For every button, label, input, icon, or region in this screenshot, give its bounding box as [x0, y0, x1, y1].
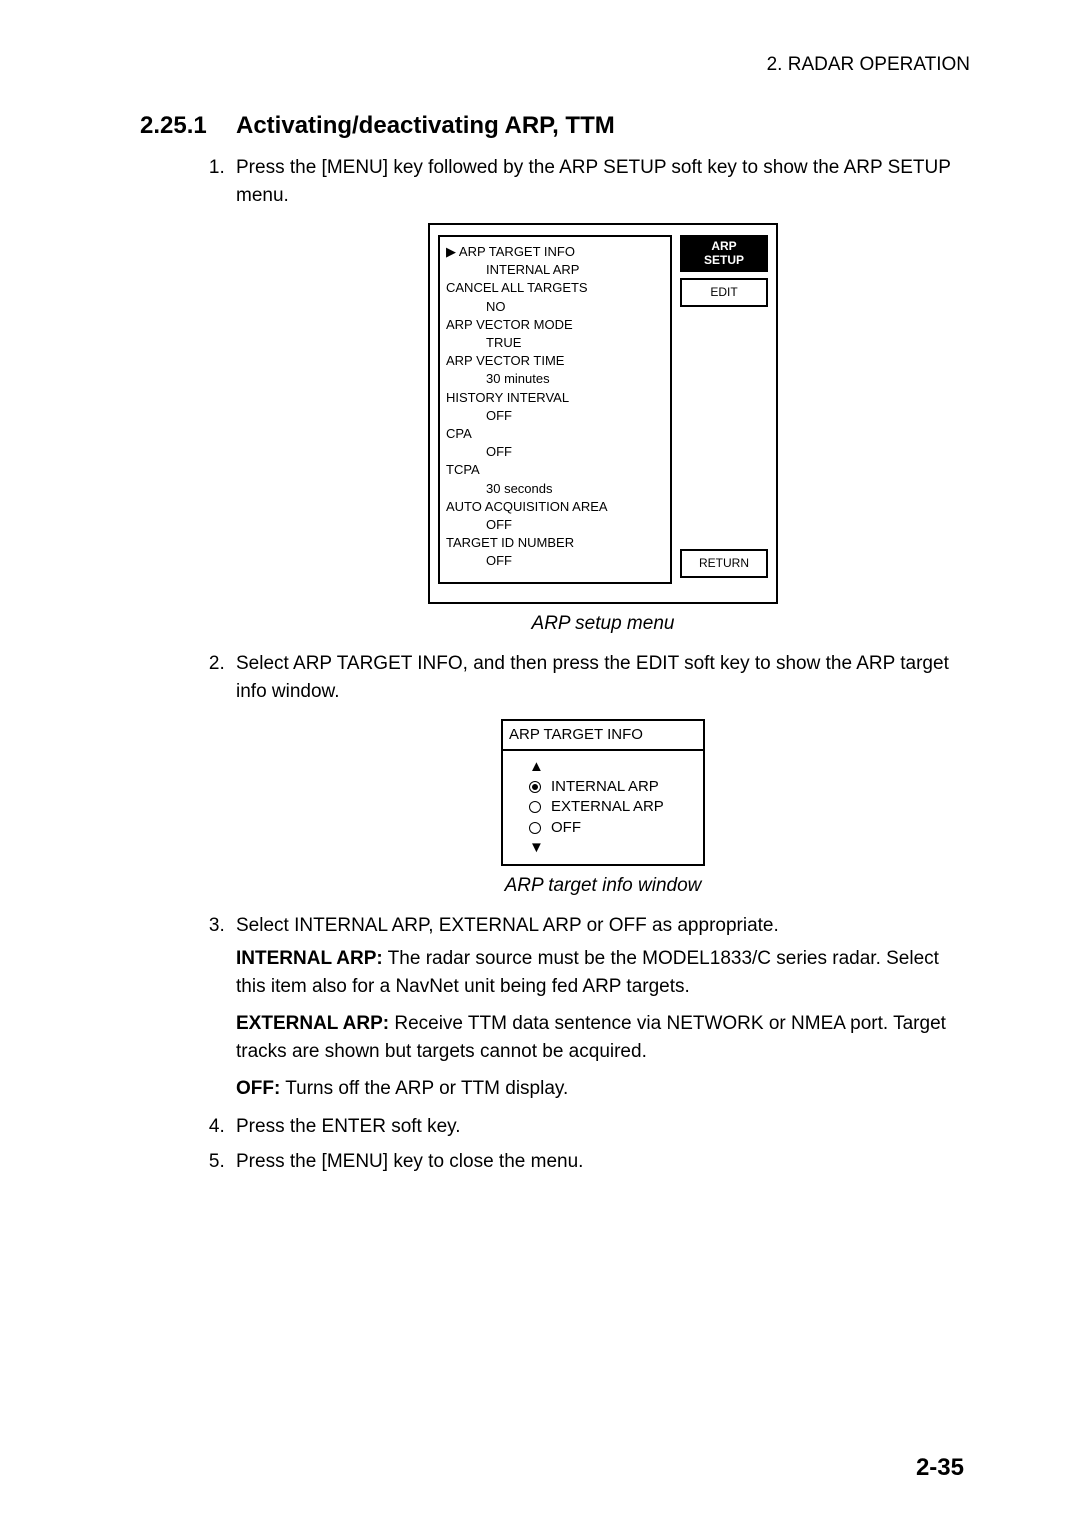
- menu-item-value: OFF: [446, 552, 664, 570]
- step-4-text: Press the ENTER soft key.: [236, 1116, 461, 1137]
- softkey-return: RETURN: [680, 549, 768, 578]
- menu-item-label: CPA: [446, 425, 664, 443]
- target-info-option: EXTERNAL ARP: [527, 797, 703, 817]
- external-arp-label: EXTERNAL ARP:: [236, 1013, 389, 1034]
- step-4: Press the ENTER soft key.: [230, 1113, 970, 1141]
- target-info-caption: ARP target info window: [236, 872, 970, 900]
- target-info-body: ▲ INTERNAL ARP EXTERNAL ARP OFF ▼: [503, 751, 703, 864]
- softkey-title: ARP SETUP: [680, 235, 768, 272]
- step-2: Select ARP TARGET INFO, and then press t…: [230, 650, 970, 900]
- page-header-section: 2. RADAR OPERATION: [140, 54, 970, 76]
- option-label: INTERNAL ARP: [551, 777, 659, 797]
- menu-item-label: TCPA: [446, 461, 664, 479]
- step-3: Select INTERNAL ARP, EXTERNAL ARP or OFF…: [230, 912, 970, 1103]
- option-label: OFF: [551, 818, 581, 838]
- menu-item-value: TRUE: [446, 334, 664, 352]
- arp-setup-softkeys: ARP SETUP EDIT RETURN: [672, 235, 776, 584]
- target-info-option: OFF: [527, 818, 703, 838]
- step-5: Press the [MENU] key to close the menu.: [230, 1148, 970, 1176]
- menu-item-value: OFF: [446, 443, 664, 461]
- radio-icon: [529, 822, 541, 834]
- up-arrow-icon: ▲: [527, 757, 703, 777]
- page-number: 2-35: [916, 1454, 964, 1482]
- target-info-title: ARP TARGET INFO: [503, 721, 703, 751]
- section-title: Activating/deactivating ARP, TTM: [236, 112, 615, 139]
- step-1-text: Press the [MENU] key followed by the ARP…: [236, 157, 951, 206]
- off-label: OFF:: [236, 1078, 280, 1099]
- external-arp-para: EXTERNAL ARP: Receive TTM data sentence …: [236, 1010, 970, 1065]
- down-arrow-icon: ▼: [527, 838, 703, 858]
- menu-item-value: 30 minutes: [446, 370, 664, 388]
- softkey-spacer: [680, 313, 768, 549]
- option-label: EXTERNAL ARP: [551, 797, 664, 817]
- softkey-title-line1: ARP: [682, 239, 766, 253]
- section-heading: 2.25.1Activating/deactivating ARP, TTM: [140, 112, 970, 140]
- internal-arp-label: INTERNAL ARP:: [236, 948, 383, 969]
- menu-item-label: HISTORY INTERVAL: [446, 389, 664, 407]
- step-3-text: Select INTERNAL ARP, EXTERNAL ARP or OFF…: [236, 915, 779, 936]
- menu-item-label: ARP TARGET INFO: [446, 243, 664, 261]
- target-info-figure: ARP TARGET INFO ▲ INTERNAL ARP EXTERNAL …: [236, 719, 970, 866]
- arp-setup-menu-list: ARP TARGET INFO INTERNAL ARP CANCEL ALL …: [438, 235, 672, 584]
- target-info-window: ARP TARGET INFO ▲ INTERNAL ARP EXTERNAL …: [501, 719, 705, 866]
- radio-icon-selected: [529, 781, 541, 793]
- off-para: OFF: Turns off the ARP or TTM display.: [236, 1075, 970, 1103]
- menu-item-label: ARP VECTOR MODE: [446, 316, 664, 334]
- menu-item-value: 30 seconds: [446, 480, 664, 498]
- menu-item-label: ARP VECTOR TIME: [446, 352, 664, 370]
- menu-item-value: INTERNAL ARP: [446, 261, 664, 279]
- section-number: 2.25.1: [140, 112, 236, 140]
- target-info-option: INTERNAL ARP: [527, 777, 703, 797]
- internal-arp-para: INTERNAL ARP: The radar source must be t…: [236, 945, 970, 1000]
- arp-setup-menu: ARP TARGET INFO INTERNAL ARP CANCEL ALL …: [428, 223, 778, 604]
- off-text: Turns off the ARP or TTM display.: [280, 1078, 568, 1099]
- menu-item-label: CANCEL ALL TARGETS: [446, 279, 664, 297]
- arp-setup-caption: ARP setup menu: [236, 610, 970, 638]
- step-1: Press the [MENU] key followed by the ARP…: [230, 154, 970, 638]
- softkey-edit: EDIT: [680, 278, 768, 307]
- procedure-steps: Press the [MENU] key followed by the ARP…: [140, 154, 970, 1176]
- step-2-text: Select ARP TARGET INFO, and then press t…: [236, 653, 949, 702]
- menu-item-value: OFF: [446, 516, 664, 534]
- arp-setup-figure: ARP TARGET INFO INTERNAL ARP CANCEL ALL …: [236, 223, 970, 604]
- radio-icon: [529, 801, 541, 813]
- softkey-title-line2: SETUP: [682, 253, 766, 267]
- menu-item-value: NO: [446, 298, 664, 316]
- step-5-text: Press the [MENU] key to close the menu.: [236, 1151, 583, 1172]
- menu-item-label: TARGET ID NUMBER: [446, 534, 664, 552]
- menu-item-value: OFF: [446, 407, 664, 425]
- menu-item-label: AUTO ACQUISITION AREA: [446, 498, 664, 516]
